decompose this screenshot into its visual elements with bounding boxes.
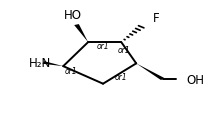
Text: or1: or1 — [96, 42, 109, 51]
Text: HO: HO — [64, 9, 82, 22]
Text: H₂N: H₂N — [28, 57, 51, 70]
Polygon shape — [43, 61, 63, 66]
Text: F: F — [153, 12, 159, 25]
Text: or1: or1 — [115, 73, 127, 82]
Polygon shape — [74, 24, 88, 42]
Polygon shape — [136, 63, 165, 80]
Text: or1: or1 — [65, 67, 77, 76]
Text: or1: or1 — [118, 46, 131, 55]
Text: OH: OH — [186, 74, 204, 87]
